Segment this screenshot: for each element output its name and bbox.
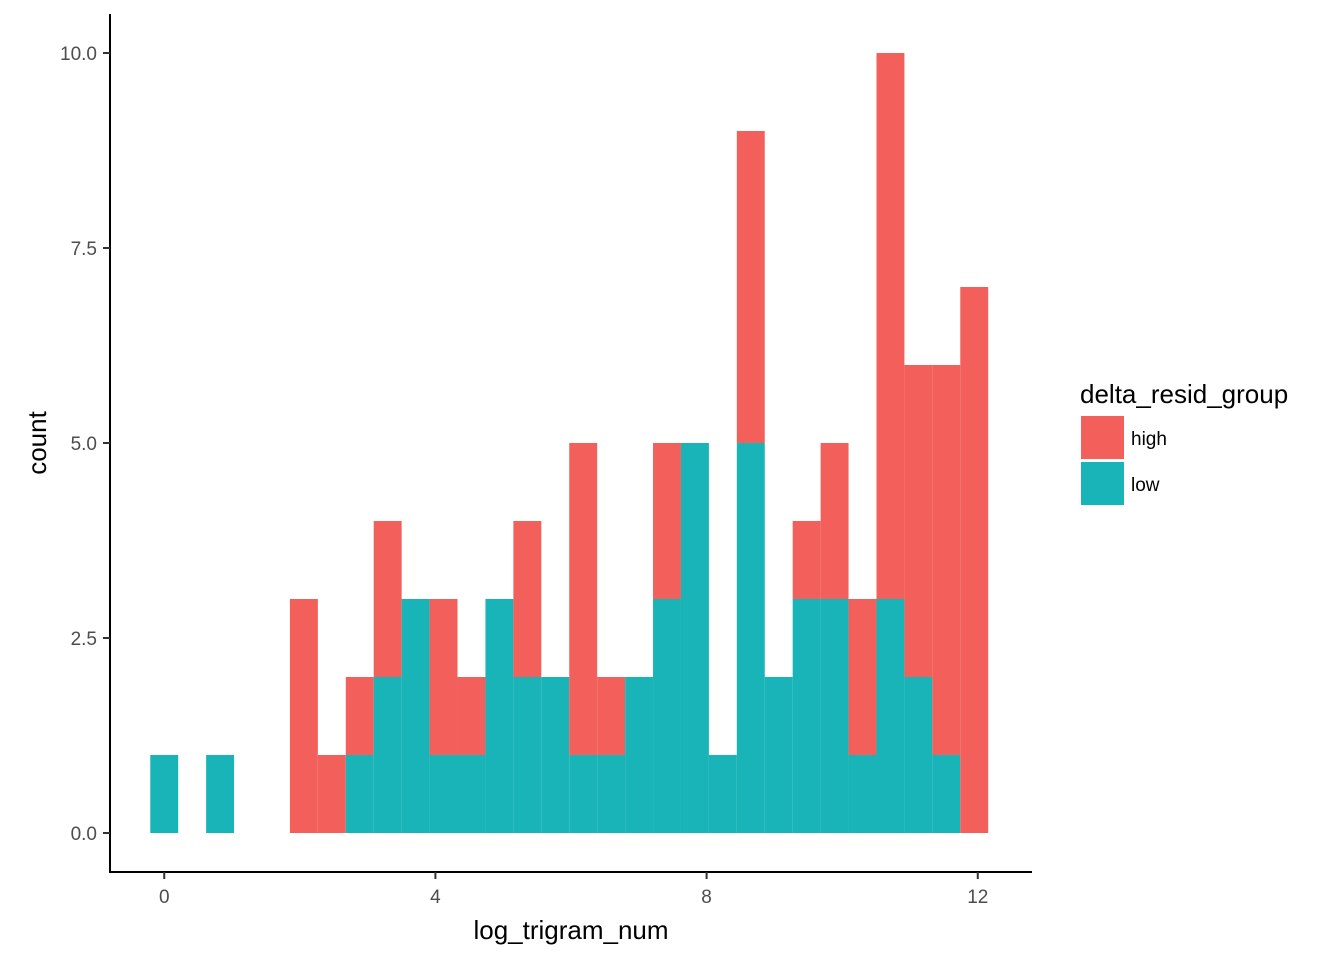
bar-high-7: [345, 677, 374, 755]
bar-low-8: [373, 677, 402, 833]
bar-low-18: [653, 599, 681, 833]
y-tick-label: 5.0: [71, 434, 97, 455]
legend-key-low: [1081, 462, 1124, 505]
x-tick-label: 4: [430, 887, 441, 908]
bar-low-26: [876, 599, 905, 833]
y-tick-label: 0.0: [71, 824, 97, 845]
bar-low-9: [401, 599, 430, 833]
bar-low-19: [680, 443, 709, 833]
bar-high-10: [429, 599, 458, 755]
y-tick-label: 7.5: [71, 239, 97, 260]
bar-high-6: [317, 755, 346, 833]
bar-low-7: [345, 755, 374, 833]
bar-low-20: [708, 755, 737, 833]
bar-low-23: [792, 599, 821, 833]
y-tick-label: 10.0: [60, 44, 97, 65]
legend-title: delta_resid_group: [1080, 379, 1288, 409]
bar-low-15: [569, 755, 598, 833]
bar-high-24: [820, 443, 849, 599]
bar-high-11: [457, 677, 486, 755]
bar-high-18: [653, 443, 681, 599]
bar-high-25: [848, 599, 877, 755]
bar-high-29: [960, 287, 989, 833]
bar-high-13: [513, 521, 542, 677]
bar-low-10: [429, 755, 458, 833]
bar-high-15: [569, 443, 598, 755]
bar-high-8: [373, 521, 402, 677]
x-tick-label: 0: [159, 887, 170, 908]
bar-low-11: [457, 755, 486, 833]
bar-low-25: [848, 755, 877, 833]
legend-key-high: [1081, 416, 1124, 459]
bars-group: [150, 53, 989, 833]
bar-low-17: [625, 677, 654, 833]
bar-low-16: [597, 755, 626, 833]
y-tick-label: 2.5: [71, 629, 97, 650]
bar-low-13: [513, 677, 542, 833]
x-tick-label: 8: [701, 887, 712, 908]
bar-high-21: [736, 131, 765, 443]
bar-low-2: [206, 755, 235, 833]
bar-high-16: [597, 677, 626, 755]
legend-items: high low: [1081, 416, 1167, 505]
bar-high-27: [904, 365, 933, 677]
bar-low-22: [764, 677, 793, 833]
bar-high-28: [932, 365, 961, 755]
bar-high-23: [792, 521, 821, 599]
bar-high-5: [289, 599, 318, 833]
legend: delta_resid_group high low: [1080, 379, 1288, 505]
x-axis-title: log_trigram_num: [473, 915, 668, 945]
bar-low-21: [736, 443, 765, 833]
legend-label-low: low: [1131, 475, 1160, 496]
bar-high-26: [876, 53, 905, 599]
y-ticks-group: 0.0 2.5 5.0 7.5 10.0: [60, 44, 110, 845]
x-tick-label: 12: [967, 887, 988, 908]
bar-low-27: [904, 677, 933, 833]
x-ticks-group: 0 4 8 12: [159, 872, 988, 908]
bar-low-12: [485, 599, 514, 833]
bar-low-0: [150, 755, 179, 833]
y-axis-title: count: [22, 410, 52, 474]
bar-low-14: [541, 677, 570, 833]
bar-low-28: [932, 755, 961, 833]
bar-low-24: [820, 599, 849, 833]
legend-label-high: high: [1131, 429, 1167, 450]
